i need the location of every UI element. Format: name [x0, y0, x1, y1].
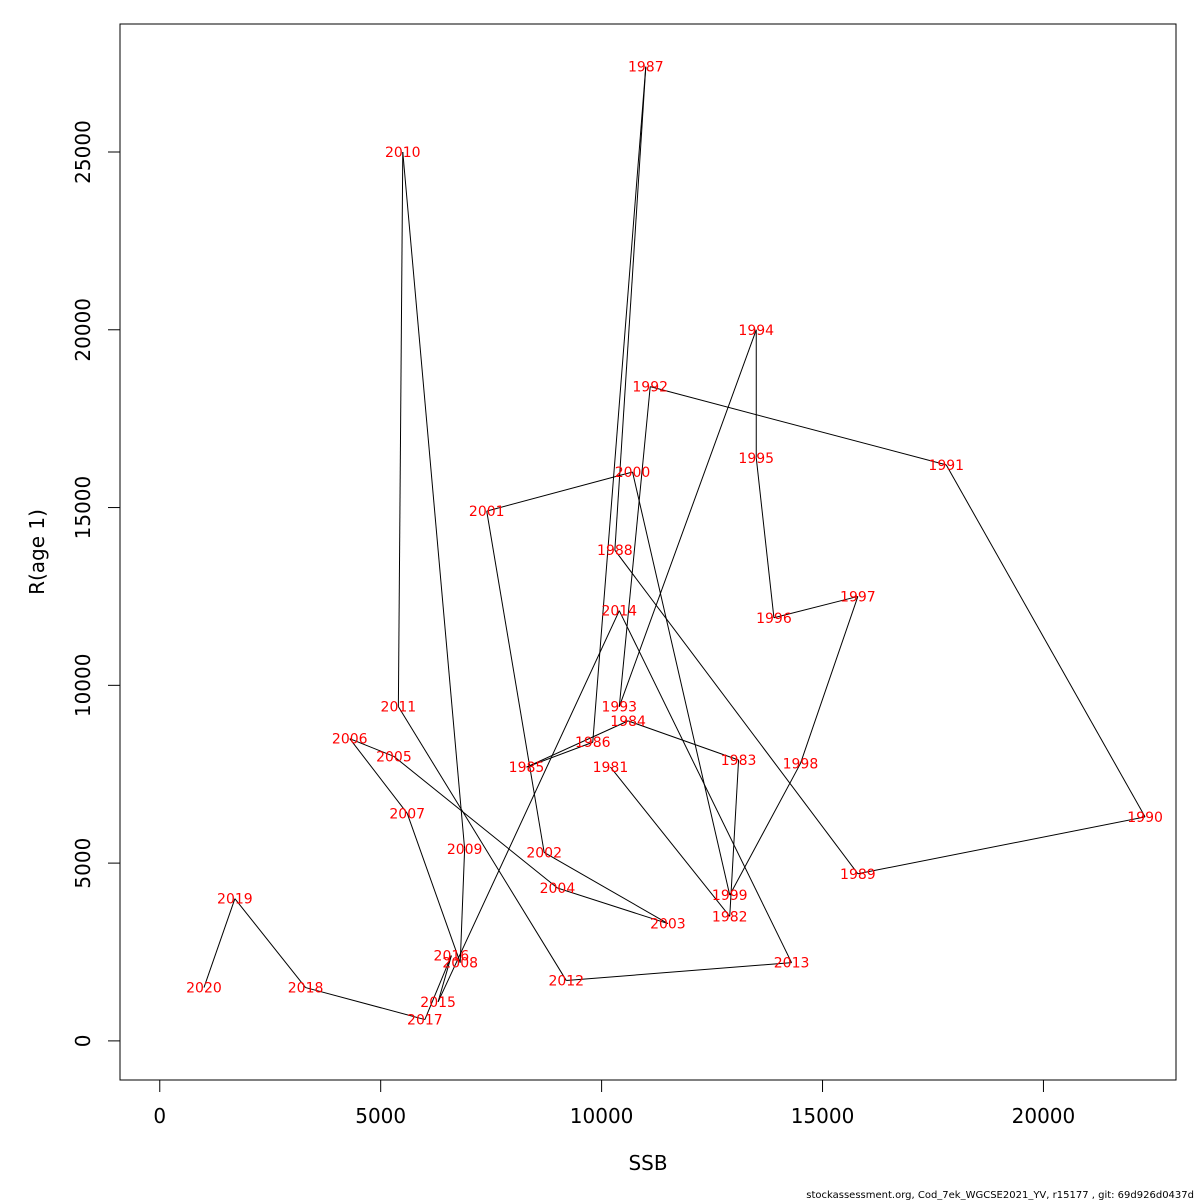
trajectory-segment-2001-2002: [486, 511, 545, 853]
year-label-1995: 1995: [738, 451, 774, 467]
trajectory-segment-1998-1999: [729, 763, 801, 896]
year-label-1994: 1994: [738, 323, 774, 339]
y-tick-label-5000: 5000: [71, 838, 95, 889]
year-label-2003: 2003: [650, 917, 686, 933]
year-label-2009: 2009: [447, 842, 483, 858]
trajectory-segment-1996-1997: [773, 595, 858, 619]
year-label-2020: 2020: [186, 981, 222, 997]
trajectory-segment-2003-2004: [557, 887, 669, 925]
year-label-1999: 1999: [712, 888, 748, 904]
trajectory-segment-2014-2015: [437, 610, 620, 1002]
x-tick-label-15000: 15000: [791, 1104, 855, 1128]
trajectory-segment-1982-1983: [729, 759, 740, 917]
trajectory-segment-2013-2014: [618, 610, 793, 963]
trajectory-lines: [203, 66, 1146, 1021]
year-label-2016: 2016: [434, 949, 470, 965]
trajectory-segment-1995-1996: [755, 457, 775, 618]
year-label-1996: 1996: [756, 611, 792, 627]
trajectory-segment-2009-2010: [402, 151, 466, 849]
trajectory-segment-2010-2011: [397, 151, 404, 707]
x-axis: 0 5000 10000 15000 20000: [153, 1079, 1076, 1128]
year-label-2008: 2008: [442, 956, 478, 972]
year-label-2001: 2001: [469, 504, 505, 520]
trajectory-segment-2008-2009: [459, 848, 466, 963]
trajectory-segment-1988-1989: [614, 549, 859, 875]
x-axis-title: SSB: [628, 1151, 667, 1175]
year-label-2013: 2013: [774, 956, 810, 972]
trajectory-segment-2019-2020: [203, 898, 236, 988]
year-label-1993: 1993: [601, 700, 637, 716]
trajectory-segment-2002-2003: [543, 852, 669, 924]
trajectory-segment-1981-1982: [610, 766, 731, 917]
trajectory-segment-2000-2001: [486, 471, 633, 512]
year-label-1984: 1984: [610, 714, 646, 730]
year-label-1992: 1992: [632, 380, 668, 396]
trajectory-segment-2018-2019: [234, 898, 306, 988]
year-label-1989: 1989: [840, 867, 876, 883]
year-label-2006: 2006: [332, 732, 368, 748]
year-label-2007: 2007: [389, 806, 425, 822]
trajectory-segment-2004-2005: [393, 756, 558, 889]
year-label-1986: 1986: [575, 735, 611, 751]
trajectory-segment-1990-1991: [945, 464, 1146, 818]
y-axis-title: R(age 1): [25, 509, 49, 595]
x-tick-label-5000: 5000: [355, 1104, 406, 1128]
year-label-1982: 1982: [712, 909, 748, 925]
trajectory-segment-1984-1985: [526, 720, 629, 768]
year-label-1991: 1991: [928, 458, 964, 474]
trajectory-segment-2016-2017: [424, 955, 452, 1020]
trajectory-segment-1987-1988: [614, 66, 647, 551]
year-label-1987: 1987: [628, 60, 664, 76]
trajectory-segment-1992-1993: [618, 386, 651, 707]
x-tick-label-10000: 10000: [570, 1104, 634, 1128]
y-tick-label-10000: 10000: [71, 654, 95, 718]
year-label-2017: 2017: [407, 1013, 443, 1029]
trajectory-segment-1991-1992: [650, 386, 947, 466]
plot-frame: [119, 23, 1177, 1081]
year-label-1988: 1988: [597, 543, 633, 559]
trajectory-segment-1985-1986: [526, 741, 593, 768]
year-label-1983: 1983: [721, 753, 757, 769]
year-label-2011: 2011: [381, 700, 417, 716]
year-label-1985: 1985: [509, 760, 545, 776]
year-label-2004: 2004: [540, 881, 576, 897]
year-label-1981: 1981: [593, 760, 629, 776]
trajectory-segment-1993-1994: [618, 329, 757, 707]
trajectory-segment-2017-2018: [305, 987, 425, 1021]
trajectory-segment-2012-2013: [566, 962, 792, 981]
trajectory-segment-2015-2016: [437, 955, 452, 1002]
year-label-2014: 2014: [601, 604, 637, 620]
year-label-1990: 1990: [1127, 810, 1163, 826]
year-label-2005: 2005: [376, 749, 412, 765]
year-label-2010: 2010: [385, 145, 421, 161]
trajectory-segment-2005-2006: [349, 738, 395, 757]
y-tick-label-25000: 25000: [71, 120, 95, 184]
year-label-2000: 2000: [615, 465, 651, 481]
year-label-1998: 1998: [783, 757, 819, 773]
trajectory-segment-2007-2008: [406, 813, 461, 963]
year-label-2018: 2018: [288, 981, 324, 997]
y-tick-label-0: 0: [71, 1035, 95, 1048]
y-tick-label-15000: 15000: [71, 476, 95, 540]
year-label-2019: 2019: [217, 892, 253, 908]
trajectory-segment-1997-1998: [799, 596, 859, 764]
trajectory-segment-1999-2000: [632, 471, 731, 896]
y-tick-label-20000: 20000: [71, 298, 95, 362]
trajectory-segment-1986-1987: [592, 66, 647, 743]
trajectory-segment-2006-2007: [349, 738, 408, 814]
year-label-2002: 2002: [526, 845, 562, 861]
y-axis: 0 5000 10000 15000 20000 25000: [71, 120, 121, 1048]
x-tick-label-20000: 20000: [1012, 1104, 1076, 1128]
year-labels: 1981 1982 1983 1984 1985 1986 1987 1988 1989 1990…: [186, 60, 1163, 1029]
x-tick-label-0: 0: [153, 1104, 166, 1128]
year-label-2015: 2015: [420, 995, 456, 1011]
trajectory-segment-1989-1990: [857, 816, 1146, 875]
year-label-2012: 2012: [548, 973, 584, 989]
footer-note: stockassessment.org, Cod_7ek_WGCSE2021_Y…: [806, 1190, 1194, 1200]
trajectory-segment-2011-2012: [397, 706, 567, 981]
year-label-1997: 1997: [840, 589, 876, 605]
